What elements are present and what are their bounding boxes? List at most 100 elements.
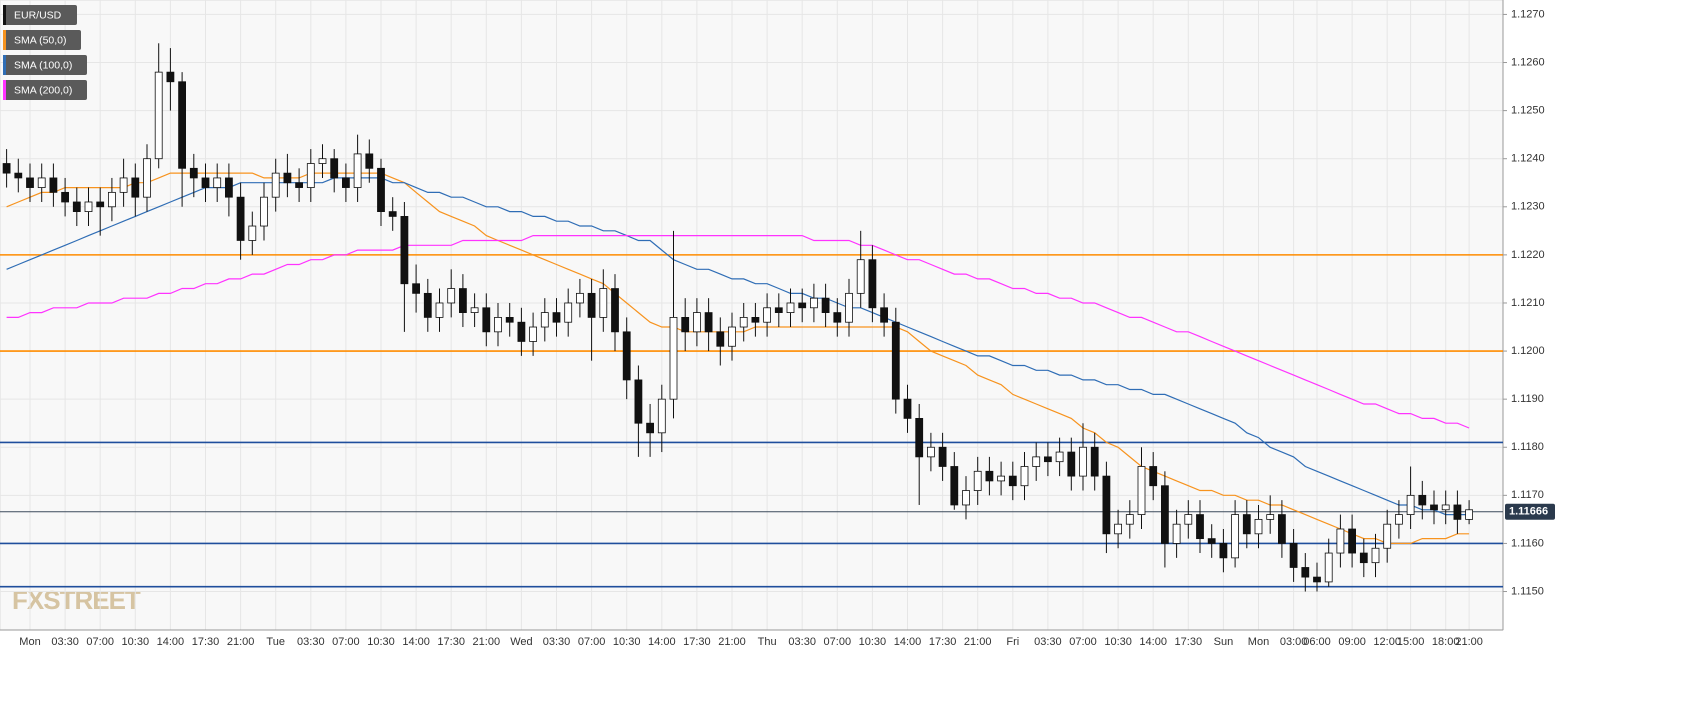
- x-tick-label: 21:00: [1455, 636, 1483, 648]
- legend-swatch: [3, 80, 6, 100]
- candle-body: [166, 71, 175, 83]
- y-tick-label: 1.1200: [1511, 345, 1545, 357]
- candle-body: [529, 326, 537, 342]
- candle-body: [1266, 514, 1275, 520]
- x-tick-label: 21:00: [227, 636, 255, 648]
- legend-swatch: [3, 55, 6, 75]
- candle-body: [1196, 514, 1204, 540]
- candle-body: [72, 201, 81, 213]
- y-tick-label: 1.1180: [1511, 441, 1544, 453]
- candle-body: [868, 259, 877, 309]
- legend-label: SMA (200,0): [14, 84, 72, 96]
- x-tick-label: 14:00: [1139, 636, 1167, 648]
- candle-body: [283, 172, 292, 184]
- candle-body: [786, 302, 795, 313]
- candle-body: [412, 283, 421, 294]
- candle-body: [973, 470, 982, 491]
- x-tick-label: 21:00: [473, 636, 501, 648]
- candle-body: [1020, 466, 1029, 487]
- candle-body: [903, 398, 912, 419]
- candle-body: [938, 446, 947, 467]
- candle-body: [646, 422, 654, 434]
- candle-body: [1149, 466, 1158, 487]
- candle-body: [1231, 514, 1239, 559]
- candle-body: [1079, 446, 1087, 477]
- legend-box: [3, 55, 87, 75]
- x-tick-label: 10:30: [859, 636, 887, 648]
- candle-body: [2, 163, 11, 174]
- candle-body: [704, 312, 713, 333]
- legend-box: [3, 80, 87, 100]
- candle-body: [880, 307, 888, 323]
- candle-body: [306, 163, 315, 188]
- candle-body: [576, 292, 584, 304]
- x-tick-label: Fri: [1006, 636, 1019, 648]
- candle-body: [845, 292, 853, 323]
- candle-body: [1395, 514, 1403, 525]
- y-tick-label: 1.1210: [1511, 297, 1545, 309]
- x-tick-label: Thu: [758, 636, 777, 648]
- plot-area: [0, 0, 1504, 631]
- candle-body: [821, 297, 830, 313]
- candle-body: [330, 158, 339, 179]
- x-tick-label: Mon: [1248, 636, 1269, 648]
- candle-body: [1430, 504, 1438, 511]
- candle-body: [1184, 514, 1193, 525]
- x-tick-label: 07:00: [332, 636, 360, 648]
- y-tick-label: 1.1270: [1511, 8, 1545, 20]
- last-price-label: 1.11666: [1509, 506, 1548, 518]
- candle-body: [178, 81, 187, 169]
- y-tick-label: 1.1220: [1511, 249, 1545, 261]
- candle-body: [763, 307, 771, 323]
- candle-body: [458, 288, 467, 313]
- x-tick-label: 03:30: [1034, 636, 1062, 648]
- candle-body: [1114, 523, 1122, 535]
- x-tick-label: 12:00: [1373, 636, 1401, 648]
- candle-body: [1044, 456, 1052, 463]
- candle-body: [1219, 543, 1228, 559]
- candle-body: [435, 302, 444, 318]
- x-tick-label: 10:30: [367, 636, 395, 648]
- candle-body: [751, 317, 760, 323]
- candle-body: [1383, 523, 1392, 549]
- candle-body: [716, 331, 725, 347]
- x-tick-label: 07:00: [578, 636, 606, 648]
- x-tick-label: 15:00: [1397, 636, 1425, 648]
- x-tick-label: 03:00: [1280, 636, 1308, 648]
- x-tick-label: 03:30: [788, 636, 816, 648]
- candle-body: [622, 331, 631, 381]
- last-price-tag: 1.11666: [1505, 503, 1555, 520]
- y-tick-label: 1.1150: [1511, 585, 1544, 597]
- candle-body: [213, 177, 222, 188]
- candle-body: [482, 307, 491, 333]
- candle-body: [739, 317, 748, 328]
- candle-body: [189, 167, 198, 179]
- candle-body: [915, 417, 924, 458]
- legend-swatch: [3, 30, 6, 50]
- candle-body: [950, 466, 959, 506]
- candle-body: [1207, 538, 1216, 544]
- candle-body: [774, 307, 783, 313]
- x-tick-label: 09:00: [1338, 636, 1366, 648]
- y-tick-label: 1.1240: [1511, 153, 1545, 165]
- candle-body: [1301, 567, 1310, 578]
- y-tick-label: 1.1160: [1511, 537, 1544, 549]
- candle-body: [564, 302, 573, 323]
- candle-body: [224, 177, 233, 198]
- candle-body: [1032, 456, 1041, 467]
- candle-body: [108, 191, 116, 208]
- candle-body: [728, 326, 736, 347]
- x-tick-label: Sun: [1214, 636, 1234, 648]
- legend-box: [3, 30, 81, 50]
- x-tick-label: 17:30: [683, 636, 711, 648]
- candle-body: [400, 216, 409, 285]
- candle-body: [236, 196, 245, 241]
- legend-label: SMA (100,0): [14, 59, 72, 71]
- candle-body: [985, 470, 994, 482]
- legend-label: EUR/USD: [14, 9, 62, 21]
- candle-body: [1313, 576, 1321, 583]
- x-tick-label: 10:30: [613, 636, 641, 648]
- candle-body: [1371, 547, 1380, 564]
- candle-body: [365, 153, 374, 169]
- candle-body: [1348, 528, 1356, 554]
